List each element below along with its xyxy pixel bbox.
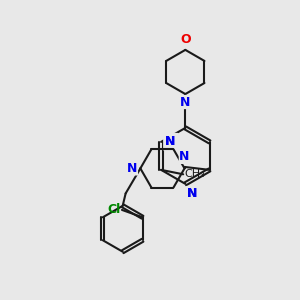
Text: N: N	[179, 150, 190, 164]
Text: Cl: Cl	[107, 203, 121, 216]
Text: N: N	[180, 95, 190, 109]
Text: N: N	[165, 135, 175, 148]
Text: N: N	[165, 135, 175, 148]
Text: CH₃: CH₃	[185, 169, 206, 179]
Text: N: N	[187, 188, 197, 200]
Text: N: N	[187, 188, 200, 202]
Text: N: N	[187, 188, 197, 200]
Text: N: N	[165, 134, 177, 149]
Text: O: O	[180, 33, 190, 46]
Text: N: N	[127, 162, 137, 175]
